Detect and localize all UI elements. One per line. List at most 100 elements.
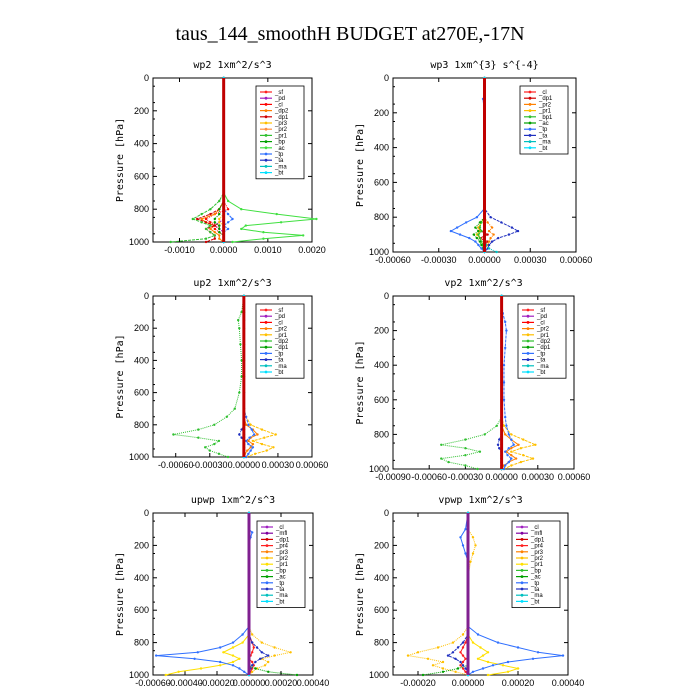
legend-marker — [526, 327, 530, 330]
legend-label: _cl — [274, 320, 283, 326]
legend: _cl_mfl_dp1_pr4_pr3_pr2_pr1_bp_ac_tp_ta_… — [256, 520, 306, 608]
legend-marker — [265, 544, 269, 547]
legend-marker — [526, 314, 530, 318]
data-point — [218, 234, 221, 237]
data-point — [489, 216, 492, 219]
data-point — [479, 646, 482, 649]
data-point — [226, 199, 230, 203]
legend-label: _pr1 — [538, 109, 552, 115]
data-point — [217, 439, 221, 443]
data-point — [496, 443, 500, 446]
data-point — [487, 243, 491, 247]
legend-label: _pr1 — [536, 333, 550, 339]
data-point — [243, 670, 246, 673]
data-point — [233, 407, 236, 410]
data-point — [218, 208, 221, 211]
data-point — [475, 236, 479, 240]
data-point — [238, 657, 241, 660]
data-point — [451, 651, 455, 654]
data-point — [225, 415, 228, 418]
data-point — [260, 641, 263, 644]
legend-marker — [265, 581, 269, 585]
y-tick-label: 600 — [374, 605, 389, 615]
data-point — [204, 217, 208, 221]
data-point — [273, 654, 276, 657]
legend-marker — [264, 308, 268, 312]
data-point — [491, 664, 495, 667]
legend-marker — [528, 127, 532, 131]
data-point — [516, 229, 520, 233]
data-point — [273, 646, 276, 649]
data-point — [531, 657, 535, 660]
legend: _cl_mfl_dp1_pr4_pr3_pr2_pr1_bp_ac_tp_ta_… — [511, 520, 561, 608]
data-point — [464, 454, 467, 457]
legend-marker — [520, 531, 524, 535]
data-point — [199, 667, 203, 670]
legend-label: _cl — [274, 102, 283, 108]
y-tick-label: 600 — [134, 388, 149, 398]
legend-label: _pr1 — [274, 333, 288, 339]
y-tick-label: 1000 — [369, 670, 389, 680]
data-point — [209, 231, 212, 234]
x-tick-label: -0.00090 — [375, 472, 411, 482]
data-point — [226, 221, 230, 224]
data-point — [247, 439, 250, 443]
data-point — [464, 641, 467, 644]
data-point — [218, 199, 221, 203]
data-point — [240, 208, 243, 211]
data-point — [222, 651, 225, 654]
plot-frame — [392, 512, 569, 676]
legend-label: _bt — [530, 599, 540, 605]
legend-label: _pd — [274, 96, 285, 102]
y-tick-label: 800 — [134, 638, 149, 648]
x-tick-label: -0.00060 — [135, 678, 171, 688]
y-tick-label: 600 — [134, 605, 149, 615]
y-axis-label: Pressure [hPa] — [115, 334, 126, 418]
data-point — [240, 428, 243, 431]
series-line-pr2 — [407, 513, 477, 676]
data-point — [471, 641, 475, 644]
plot-area — [449, 76, 520, 254]
data-point — [534, 443, 537, 446]
legend-marker — [520, 538, 524, 541]
legend-label: _cl — [538, 90, 547, 96]
data-point — [476, 657, 480, 660]
data-point — [464, 528, 467, 531]
data-point — [241, 641, 244, 644]
x-tick-label: 0.00020 — [502, 678, 535, 688]
data-point — [489, 236, 492, 240]
data-point — [226, 455, 230, 459]
data-point — [468, 236, 471, 240]
data-point — [155, 654, 158, 657]
data-point — [507, 233, 511, 236]
legend-marker — [528, 140, 532, 144]
data-point — [244, 423, 248, 426]
legend-label: _bp1 — [538, 115, 553, 121]
data-point — [251, 651, 254, 654]
data-point — [200, 221, 203, 224]
data-point — [476, 467, 479, 471]
legend-marker — [265, 538, 269, 541]
legend-label: _ta — [274, 158, 284, 164]
data-point — [213, 423, 216, 426]
y-tick-label: 600 — [134, 171, 149, 181]
legend-label: _pr2 — [530, 556, 544, 562]
legend-label: _cl — [275, 525, 284, 531]
data-point — [218, 221, 221, 224]
legend-label: _tp — [538, 127, 548, 133]
legend-marker — [520, 556, 524, 560]
legend-marker — [264, 358, 268, 361]
legend-label: _pr2 — [536, 327, 550, 333]
data-point — [213, 237, 216, 240]
legend-label: _ac — [538, 121, 549, 127]
series-line-dp2 — [439, 296, 503, 470]
data-point — [251, 664, 254, 667]
legend-marker — [264, 127, 268, 131]
data-point — [505, 424, 508, 427]
x-tick-label: -0.00060 — [158, 460, 194, 470]
data-point — [204, 237, 208, 240]
data-point — [231, 660, 235, 664]
y-tick-label: 800 — [134, 420, 149, 430]
legend-label: _dp1 — [530, 537, 545, 543]
legend-label: _ma — [275, 593, 288, 599]
